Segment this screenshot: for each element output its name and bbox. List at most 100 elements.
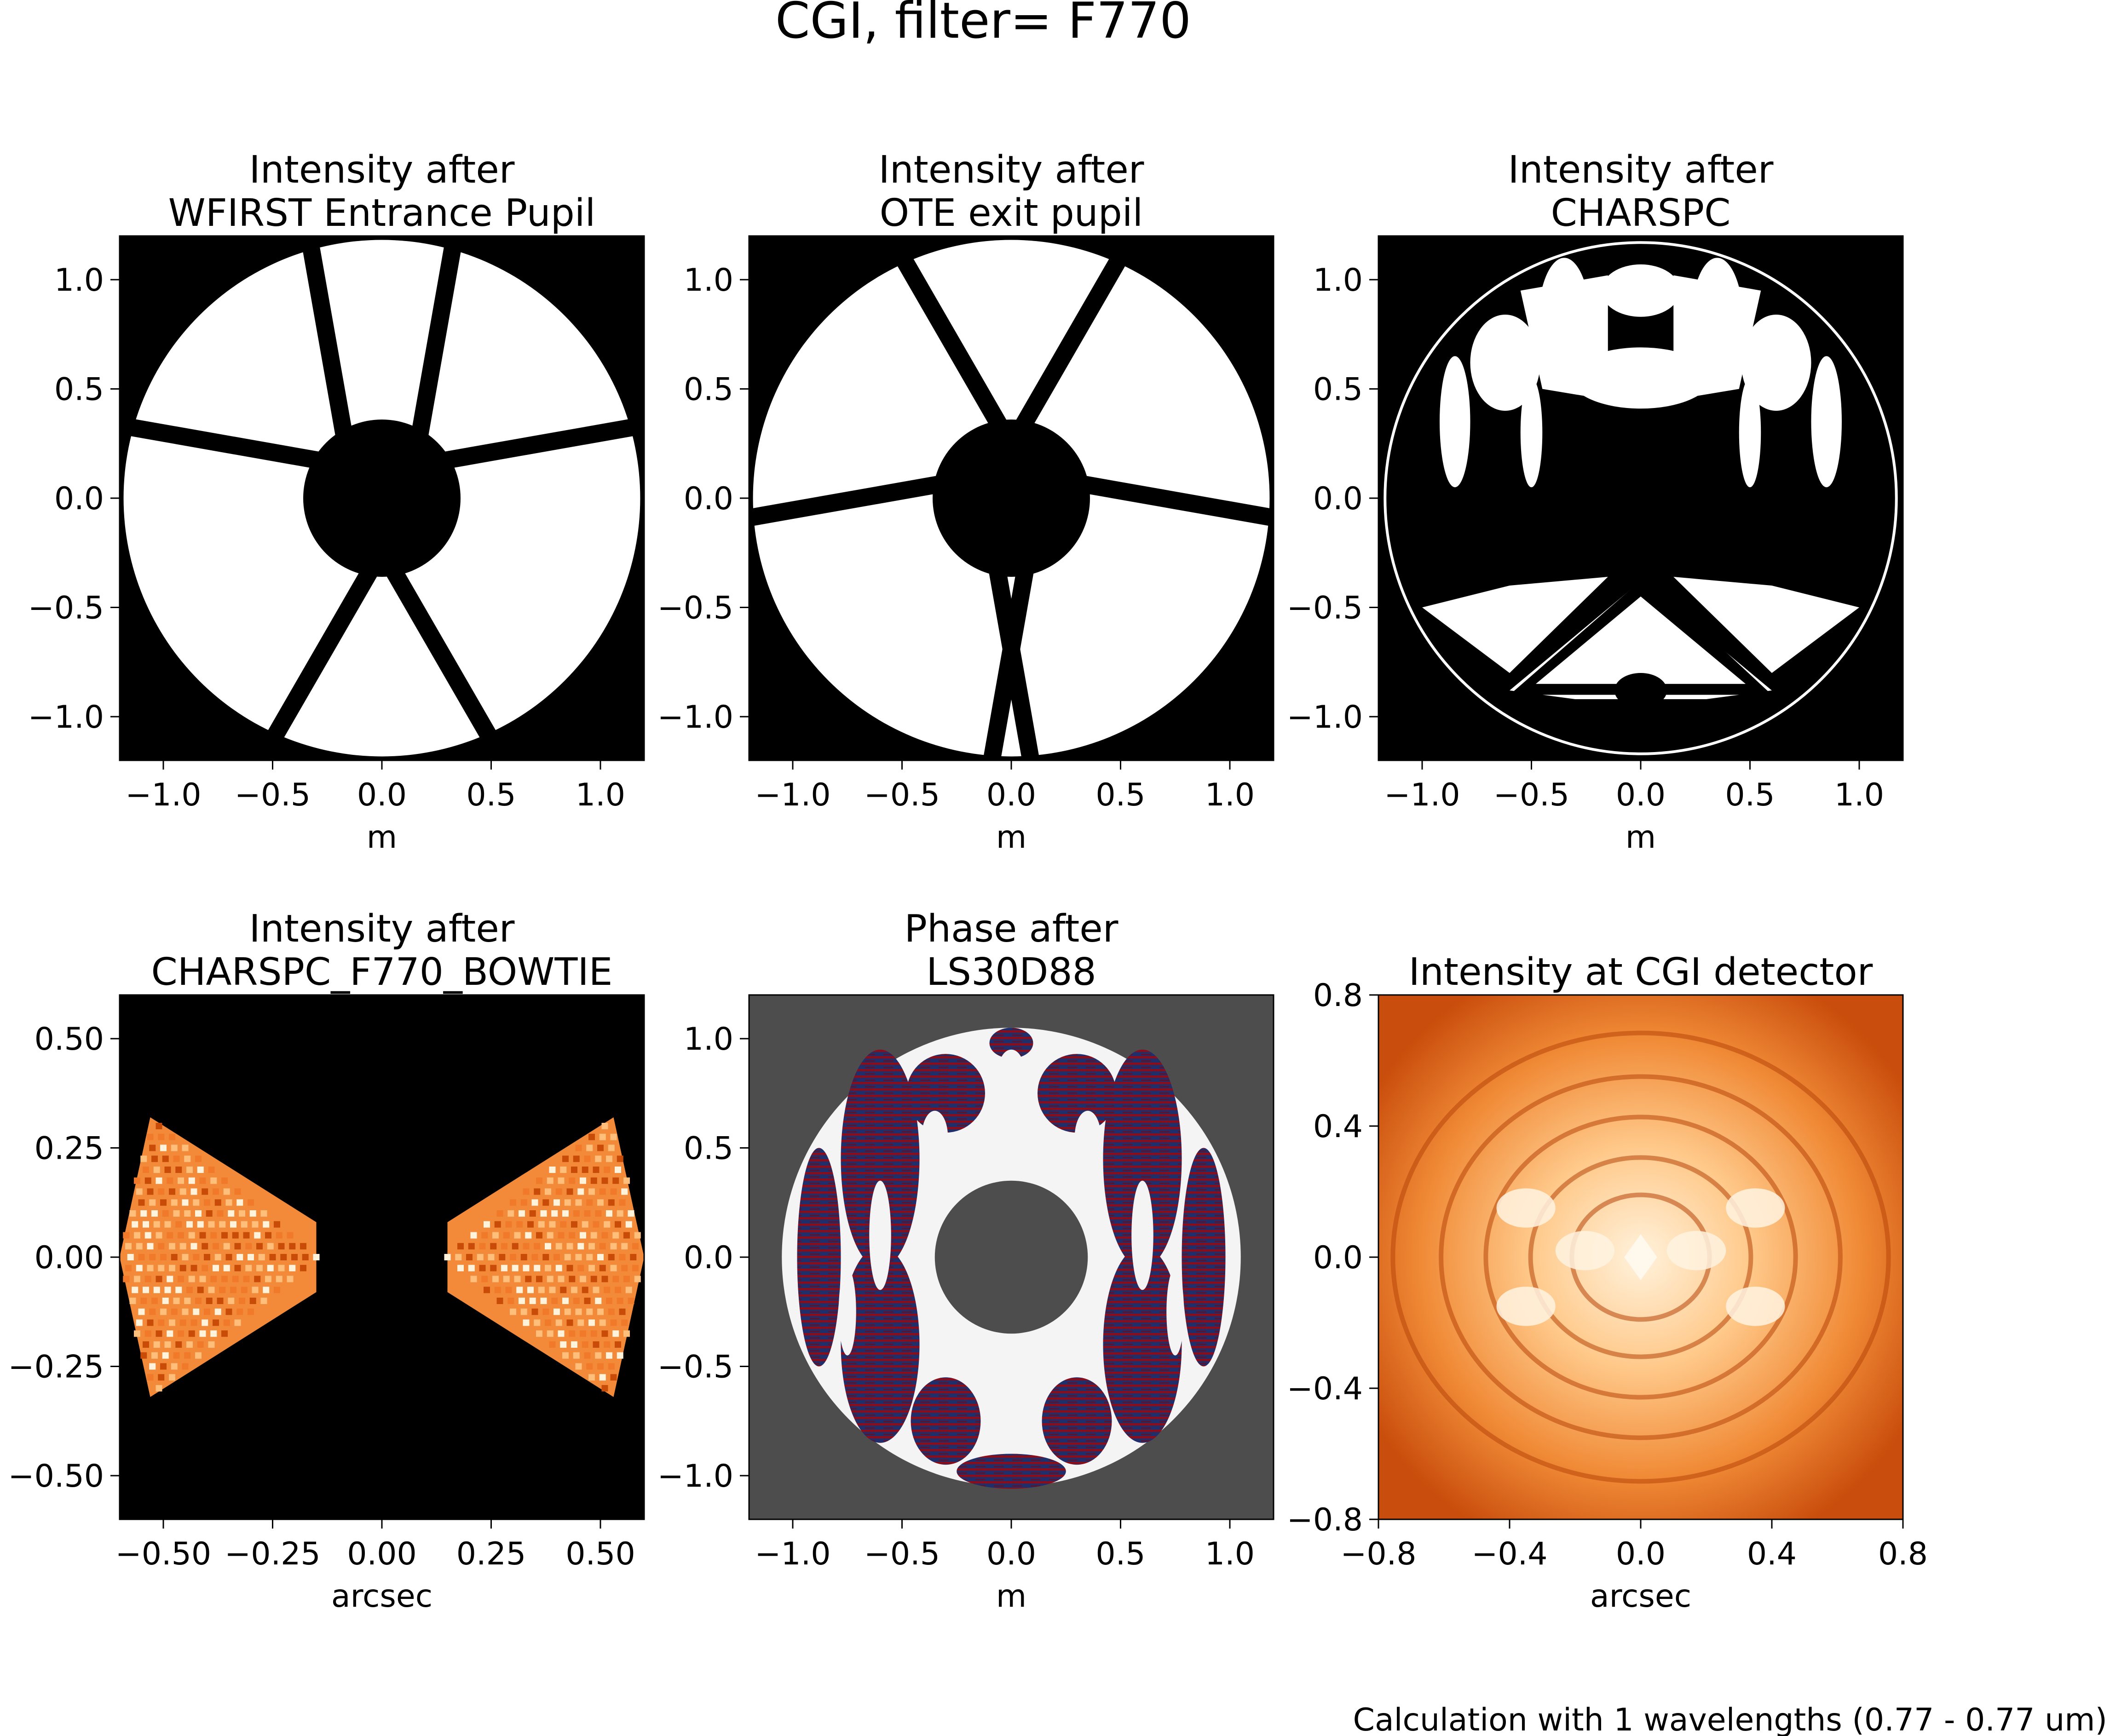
mask-lobe xyxy=(1440,356,1470,488)
y-tick-label: 0.5 xyxy=(684,1131,733,1167)
psf-lobe xyxy=(1726,1188,1785,1228)
y-tick-label: 0.5 xyxy=(1313,372,1363,408)
x-tick-label: −1.0 xyxy=(1384,777,1460,813)
psf-ring xyxy=(1528,1155,1753,1359)
panel-image xyxy=(1378,995,1903,1519)
x-tick-label: 1.0 xyxy=(576,777,625,813)
figure-title: CGI, filter= F770 xyxy=(775,0,1191,50)
y-tick-label: −1.0 xyxy=(657,1458,733,1495)
y-tick-label: 0.8 xyxy=(1313,977,1363,1014)
mask-segment xyxy=(1673,577,1859,673)
clear-lobe xyxy=(1131,1180,1153,1290)
clear-lobe xyxy=(922,1110,948,1163)
mask-lobe xyxy=(1601,264,1680,317)
x-tick-label: −0.50 xyxy=(115,1536,211,1572)
panel-6: Intensity at CGI detector −0.8 −0.4 0.0 0.4 0… xyxy=(1287,950,1928,1615)
psf-lobe xyxy=(1555,1231,1614,1270)
psf-lobe xyxy=(1667,1231,1726,1270)
phase-lobe xyxy=(957,1454,1066,1489)
psf-core xyxy=(1624,1234,1657,1280)
y-tick-label: −0.5 xyxy=(1287,590,1363,627)
support-strut xyxy=(410,236,464,443)
y-tick-label: 0.0 xyxy=(684,481,733,517)
x-tick-label: 0.25 xyxy=(456,1536,526,1572)
x-tick-label: 0.00 xyxy=(347,1536,416,1572)
panel-image xyxy=(1378,236,1903,760)
x-tick-label: 0.8 xyxy=(1878,1536,1928,1572)
x-axis-label: m xyxy=(996,819,1026,856)
phase-clear-regions xyxy=(838,1049,1184,1421)
clear-lobe xyxy=(869,1180,891,1290)
x-tick-label: 1.0 xyxy=(1834,777,1884,813)
x-axis-label: m xyxy=(1626,819,1656,856)
mask-lobe xyxy=(1571,347,1711,409)
mask-hole xyxy=(1614,673,1667,708)
mask-lobe xyxy=(1741,315,1811,411)
phase-lobe xyxy=(1103,1246,1182,1443)
psf-lobe xyxy=(1496,1287,1556,1326)
phase-lobe xyxy=(989,1028,1033,1058)
y-tick-label: 0.5 xyxy=(684,372,733,408)
phase-pattern xyxy=(797,1028,1226,1489)
support-strut xyxy=(1012,242,1134,435)
y-tick-label: 0.0 xyxy=(684,1240,733,1276)
clear-lobe xyxy=(838,1268,856,1356)
y-tick-label: 0.50 xyxy=(35,1021,104,1058)
phase-lobe xyxy=(841,1246,920,1443)
mask-segment xyxy=(1536,596,1746,684)
x-tick-label: 0.0 xyxy=(1616,1536,1666,1572)
x-axis-label: m xyxy=(996,1578,1026,1615)
mask-lobe xyxy=(1470,315,1540,411)
panel-title-line2: CHARSPC xyxy=(1551,191,1731,235)
x-tick-label: 0.0 xyxy=(986,1536,1036,1572)
y-tick-label: −1.0 xyxy=(28,699,104,736)
psf-ring xyxy=(1390,1030,1891,1484)
mask-lobe xyxy=(1739,378,1761,488)
x-tick-label: 0.4 xyxy=(1747,1536,1797,1572)
x-tick-label: −0.5 xyxy=(864,777,940,813)
panel-title-line1: Intensity after xyxy=(249,907,515,951)
clear-lobe xyxy=(989,1355,1033,1421)
y-tick-label: 0.00 xyxy=(35,1240,104,1276)
y-tick-label: 0.25 xyxy=(35,1131,104,1167)
x-axis-label: m xyxy=(367,819,397,856)
support-strut xyxy=(1076,474,1274,527)
panel-title-line1: Intensity after xyxy=(249,148,515,192)
y-tick-label: 1.0 xyxy=(54,262,104,299)
central-stop xyxy=(934,1180,1088,1334)
y-tick-label: −0.5 xyxy=(28,590,104,627)
x-tick-label: −0.5 xyxy=(1493,777,1569,813)
support-strut xyxy=(888,242,1010,435)
y-tick-label: −1.0 xyxy=(657,699,733,736)
panel-image xyxy=(120,995,644,1519)
y-tick-label: 1.0 xyxy=(1313,262,1363,299)
support-strut xyxy=(383,561,505,754)
x-tick-label: 0.5 xyxy=(1095,1536,1145,1572)
panel-image xyxy=(749,995,1274,1519)
x-tick-label: 1.0 xyxy=(1205,1536,1255,1572)
x-tick-label: −0.5 xyxy=(235,777,311,813)
panel-title-line1: Intensity after xyxy=(1508,148,1774,192)
central-obscuration xyxy=(1562,420,1719,577)
aperture-rim xyxy=(1384,241,1898,755)
central-obscuration xyxy=(303,420,461,577)
phase-lobe xyxy=(841,1049,920,1268)
panel-title-line2: WFIRST Entrance Pupil xyxy=(168,191,596,235)
panel-title-line2: OTE exit pupil xyxy=(880,191,1143,235)
y-tick-label: 0.5 xyxy=(54,372,104,408)
psf-ring xyxy=(1439,1074,1843,1440)
x-tick-label: 1.0 xyxy=(1205,777,1255,813)
psf-bright-lobes xyxy=(1496,1188,1785,1326)
x-tick-label: 0.5 xyxy=(1095,777,1145,813)
x-tick-label: 0.0 xyxy=(357,777,407,813)
y-tick-label: −0.25 xyxy=(8,1349,104,1385)
x-tick-label: −0.25 xyxy=(225,1536,320,1572)
central-obscuration xyxy=(933,420,1090,577)
phase-lobe xyxy=(1038,1054,1116,1133)
psf-ring xyxy=(1483,1115,1798,1400)
y-tick-label: −0.50 xyxy=(8,1458,104,1495)
